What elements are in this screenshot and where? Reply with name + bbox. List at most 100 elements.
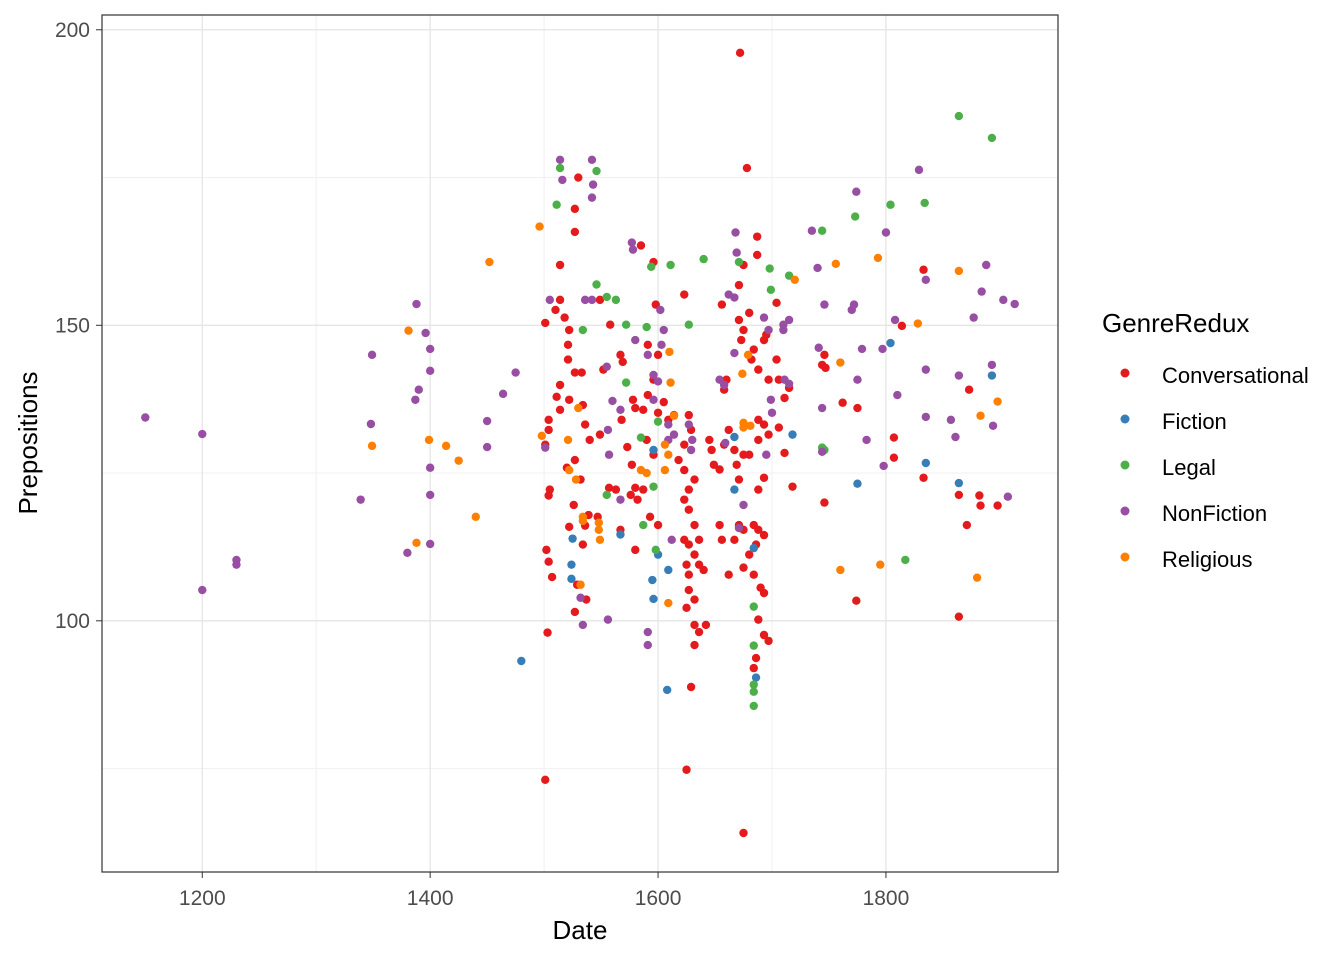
point-religious: [535, 222, 544, 231]
point-legal: [749, 680, 758, 689]
point-conversational: [604, 483, 614, 493]
point-fiction: [751, 673, 761, 682]
point-conversational: [659, 397, 668, 407]
point-conversational: [717, 300, 727, 309]
point-conversational: [564, 325, 574, 335]
point-legal: [592, 280, 601, 289]
point-conversational: [751, 653, 761, 663]
point-nonfiction: [813, 263, 822, 273]
point-conversational: [715, 465, 724, 474]
point-conversational: [563, 340, 573, 349]
point-nonfiction: [576, 593, 585, 602]
point-conversational: [680, 495, 689, 504]
point-nonfiction: [482, 442, 492, 452]
point-religious: [564, 465, 574, 475]
point-conversational: [730, 445, 739, 455]
point-conversational: [717, 535, 727, 545]
point-conversational: [570, 455, 580, 465]
point-conversational: [788, 482, 797, 491]
point-conversational: [560, 313, 569, 322]
point-religious: [367, 441, 377, 451]
point-religious: [972, 573, 982, 582]
point-conversational: [754, 415, 763, 425]
point-religious: [574, 403, 583, 413]
point-religious: [738, 369, 747, 378]
point-conversational: [674, 455, 683, 465]
point-conversational: [618, 357, 627, 367]
point-conversational: [645, 512, 655, 521]
point-legal: [639, 520, 648, 530]
point-legal: [611, 295, 621, 305]
point-conversational: [759, 420, 769, 429]
point-nonfiction: [403, 548, 412, 558]
point-religious: [836, 358, 845, 367]
point-nonfiction: [366, 419, 376, 429]
point-legal: [666, 260, 675, 270]
legend-key-fiction: [1120, 414, 1130, 424]
point-legal: [901, 555, 910, 565]
point-conversational: [653, 520, 663, 530]
y-tick-label: 200: [55, 19, 90, 42]
point-nonfiction: [946, 415, 956, 425]
point-conversational: [734, 315, 744, 325]
point-legal: [653, 417, 663, 426]
point-conversational: [555, 260, 565, 270]
point-conversational: [605, 320, 615, 329]
point-conversational: [742, 163, 752, 173]
point-conversational: [724, 425, 733, 435]
point-religious: [471, 512, 480, 521]
point-nonfiction: [628, 245, 638, 254]
point-nonfiction: [558, 175, 567, 185]
point-conversational: [542, 545, 551, 555]
point-conversational: [749, 663, 758, 673]
point-conversational: [680, 440, 689, 449]
point-conversational: [820, 498, 829, 507]
point-nonfiction: [817, 403, 827, 413]
point-conversational: [764, 375, 773, 384]
y-axis-label: Prepositions: [13, 371, 43, 514]
point-nonfiction: [425, 366, 435, 376]
point-conversational: [682, 560, 691, 569]
point-nonfiction: [988, 421, 998, 430]
point-conversational: [643, 340, 652, 349]
point-nonfiction: [857, 344, 867, 354]
point-conversational: [754, 435, 763, 445]
point-legal: [987, 133, 997, 143]
point-conversational: [739, 563, 748, 572]
point-religious: [743, 350, 753, 360]
point-religious: [578, 516, 588, 526]
point-legal: [886, 200, 895, 209]
x-tick-label: 1600: [635, 887, 682, 910]
point-conversational: [745, 308, 754, 318]
point-nonfiction: [969, 313, 978, 322]
point-fiction: [788, 430, 797, 439]
point-conversational: [643, 390, 652, 400]
point-nonfiction: [921, 275, 931, 284]
point-legal: [602, 490, 611, 500]
point-nonfiction: [627, 238, 637, 247]
legend-key-legal: [1120, 460, 1130, 470]
point-religious: [537, 431, 547, 441]
point-nonfiction: [232, 560, 241, 569]
point-conversational: [653, 408, 663, 417]
point-nonfiction: [814, 343, 823, 352]
point-nonfiction: [820, 300, 829, 309]
point-nonfiction: [784, 379, 794, 389]
point-nonfiction: [649, 395, 658, 404]
point-fiction: [649, 445, 658, 455]
gridlines: [102, 15, 1058, 872]
point-conversational: [541, 775, 550, 784]
point-religious: [642, 468, 651, 478]
point-nonfiction: [852, 187, 861, 196]
legend-label-religious: Religious: [1162, 547, 1253, 572]
point-conversational: [821, 363, 830, 373]
legend-key-conversational: [1120, 368, 1130, 378]
point-nonfiction: [616, 495, 625, 504]
point-nonfiction: [914, 165, 924, 175]
point-religious: [790, 275, 799, 284]
point-conversational: [853, 403, 862, 413]
point-legal: [749, 687, 758, 696]
point-nonfiction: [603, 615, 613, 624]
point-fiction: [648, 575, 657, 585]
point-religious: [993, 397, 1002, 406]
